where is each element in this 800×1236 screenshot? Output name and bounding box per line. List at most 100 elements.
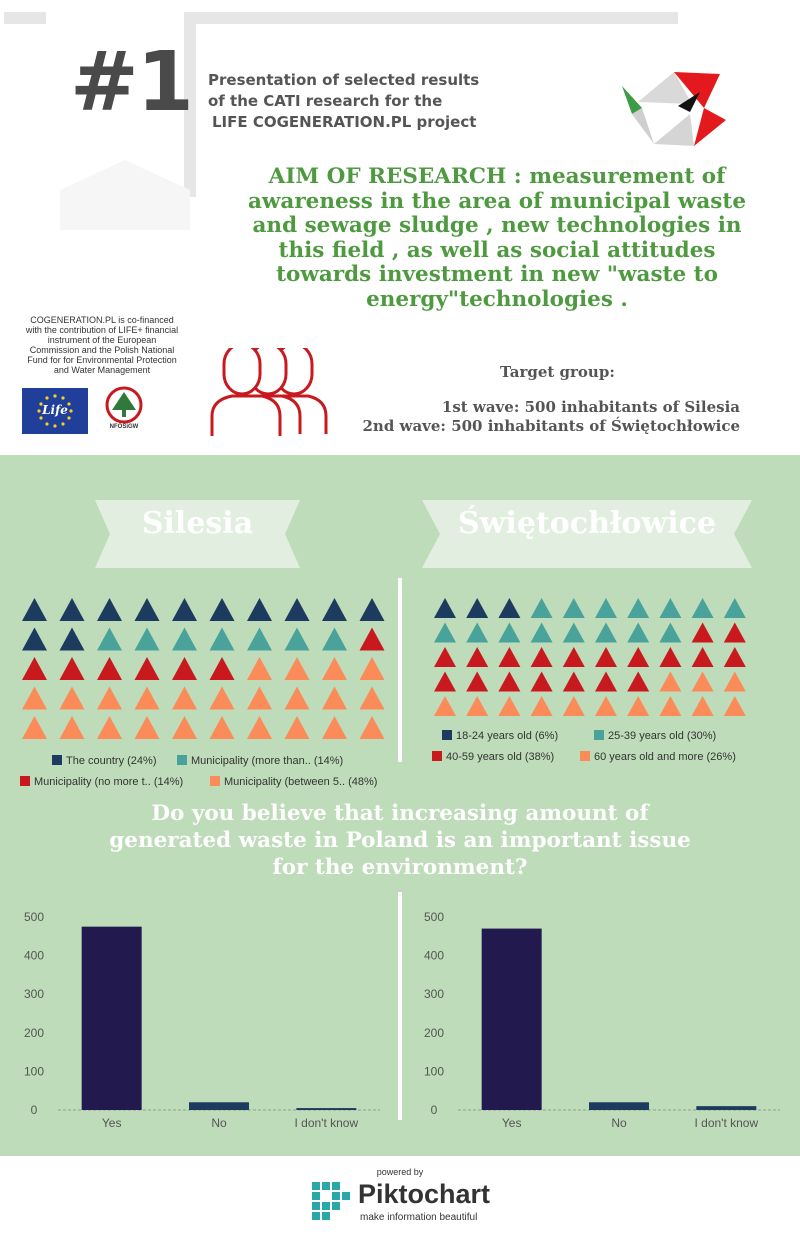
legend-label: Municipality (more than.. (14%) [191,755,344,767]
bar [296,1108,357,1110]
y-tick-label: 500 [24,910,44,924]
pictogram-triangle [322,716,347,739]
pictogram-triangle [723,647,746,667]
pictogram-triangle [691,671,714,692]
aim-line: AIM OF RESEARCH : measurement of [268,164,726,189]
pictogram-triangle [627,622,650,643]
legend-label: Municipality (no more t.. (14%) [34,776,184,788]
pictogram-swietochlowice [434,598,746,716]
header-side-bar [184,12,196,197]
bar [481,928,542,1110]
pictogram-triangle [434,622,456,643]
pictogram-triangle [134,657,160,680]
eu-life-logo: Life [22,388,88,434]
pictogram-triangle [562,598,585,618]
aim-line: energy"technologies . [366,286,628,312]
x-tick-label: I don't know [294,1116,358,1130]
legend-swatch [594,730,604,740]
y-tick-label: 200 [424,1026,444,1040]
pictogram-silesia [22,598,385,739]
y-tick-label: 200 [24,1026,44,1040]
pictogram-triangle [530,696,553,716]
y-tick-label: 100 [24,1064,44,1078]
pictogram-triangle [466,622,489,643]
pictogram-triangle [284,716,310,739]
pictogram-triangle [530,647,553,667]
pictogram-triangle [723,622,746,643]
pictogram-triangle [59,657,85,680]
title-line: Presentation of selected results [208,71,480,89]
pictogram-triangle [498,622,521,643]
aim-line: towards investment in new "waste to [276,262,718,287]
pictogram-triangle [595,598,617,618]
legend-swiet-item: 18-24 years old (6%) [442,730,558,742]
cofinance-line: instrument of the European [47,335,157,345]
piktochart-logo-icon [312,1182,350,1220]
pictogram-triangle [247,686,272,710]
x-tick-label: Yes [502,1116,522,1130]
pictogram-triangle [723,598,746,618]
title-line: LIFE COGENERATION.PL project [212,113,477,131]
legend-label: 18-24 years old (6%) [456,730,559,742]
y-tick-label: 100 [424,1064,444,1078]
life-logo-text: Life [42,403,68,417]
pictogram-triangle [359,716,385,739]
banner-silesia-shape [95,500,300,568]
pictogram-triangle [172,627,197,651]
pictogram-triangle [659,598,682,618]
pictogram-triangle [59,598,85,621]
cofinance-note: COGENERATION.PL is co-financed with the … [4,315,200,375]
pictogram-triangle [627,598,650,618]
pictogram-triangle [595,647,617,667]
target-group-label: Target group: [500,363,615,381]
pictogram-triangle [723,671,746,692]
pictogram-triangle [562,647,585,667]
pictogram-triangle [322,627,347,651]
legend-silesia-item: Municipality (no more t.. (14%) [20,776,183,788]
pictogram-triangle [659,696,682,716]
pictogram-triangle [562,671,585,692]
legend-label: 40-59 years old (38%) [446,751,555,763]
legend-swiet-item: 60 years old and more (26%) [580,751,736,763]
question-line: for the environment? [272,855,528,880]
pictogram-triangle [247,598,272,621]
pictogram-triangle [22,657,47,680]
section-divider [398,578,402,762]
pictogram-triangle [659,671,682,692]
legend-swatch [20,776,30,786]
target-wave-1: 1st wave: 500 inhabitants of Silesia [441,398,740,416]
pictogram-triangle [659,622,682,643]
x-tick-label: I don't know [694,1116,758,1130]
pictogram-triangle [627,696,650,716]
pictogram-triangle [498,671,521,692]
pictogram-triangle [97,716,122,739]
legend-swatch [442,730,452,740]
aim-line: awareness in the area of municipal waste [247,188,747,214]
cofinance-line: Fund for for Environmental Protection [27,355,177,365]
pictogram-triangle [359,598,385,621]
x-tick-label: No [211,1116,227,1130]
pictogram-triangle [627,647,650,667]
pictogram-triangle [498,647,521,667]
pictogram-triangle [595,671,617,692]
legend-swatch [52,755,62,765]
pictogram-triangle [59,686,85,710]
powered-by-label: powered by [376,1167,424,1177]
pictogram-triangle [359,686,385,710]
pictogram-triangle [466,696,489,716]
pictogram-triangle [691,647,714,667]
y-tick-label: 300 [424,987,444,1001]
legend-swiet-item: 25-39 years old (30%) [594,730,716,742]
legend-swatch [177,755,187,765]
y-tick-label: 300 [24,987,44,1001]
header-ribbon-decoration [60,160,190,230]
legend-label: 60 years old and more (26%) [594,751,736,763]
pictogram-triangle [434,647,456,667]
pictogram-triangle [209,686,235,710]
pictogram-triangle [691,598,714,618]
pictogram-triangle [209,657,235,680]
y-tick-label: 400 [424,949,444,963]
cofinance-line: COGENERATION.PL is co-financed [30,315,174,325]
legend-silesia-item: Municipality (more than.. (14%) [177,755,343,767]
banner-swietochlowice-shape [422,500,752,568]
